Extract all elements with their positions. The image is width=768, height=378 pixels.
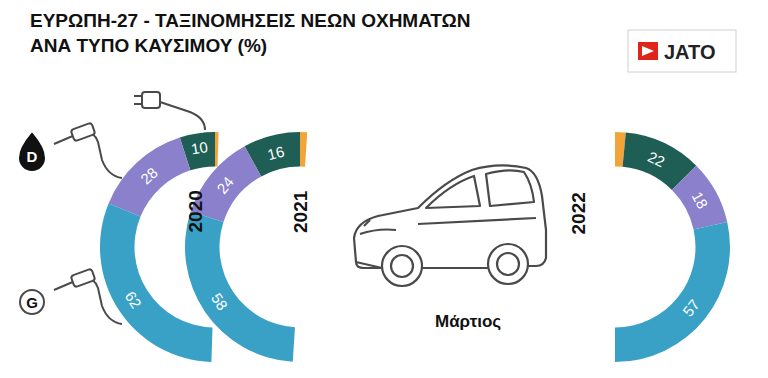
svg-text:22: 22 xyxy=(645,148,667,170)
svg-text:G: G xyxy=(26,294,38,311)
svg-text:62: 62 xyxy=(122,288,145,311)
svg-text:28: 28 xyxy=(137,164,161,188)
svg-text:D: D xyxy=(27,148,38,165)
svg-text:57: 57 xyxy=(679,296,703,320)
svg-text:JATO: JATO xyxy=(664,41,716,63)
svg-text:18: 18 xyxy=(689,189,712,212)
svg-text:58: 58 xyxy=(208,290,231,313)
svg-text:16: 16 xyxy=(266,143,286,164)
svg-text:Μάρτιος: Μάρτιος xyxy=(435,312,501,331)
svg-text:2020: 2020 xyxy=(185,190,206,232)
svg-text:2021: 2021 xyxy=(290,190,311,233)
svg-text:ΕΥΡΩΠΗ-27 - ΤΑΞΙΝΟΜΗΣΕΙΣ ΝΕΩΝ: ΕΥΡΩΠΗ-27 - ΤΑΞΙΝΟΜΗΣΕΙΣ ΝΕΩΝ ΟΧΗΜΑΤΩΝΑΝ… xyxy=(30,10,471,56)
svg-text:10: 10 xyxy=(190,138,209,157)
svg-text:2022: 2022 xyxy=(568,192,589,234)
svg-text:24: 24 xyxy=(213,173,237,197)
